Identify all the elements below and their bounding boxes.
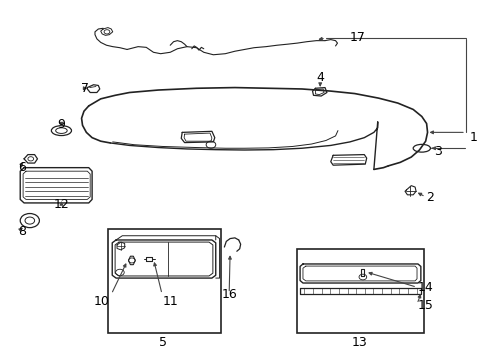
Text: 17: 17 xyxy=(349,31,365,44)
Text: 5: 5 xyxy=(159,336,167,349)
Text: 9: 9 xyxy=(58,118,65,131)
Text: 6: 6 xyxy=(18,161,26,174)
Text: 7: 7 xyxy=(81,82,88,95)
Text: 3: 3 xyxy=(433,145,441,158)
Bar xyxy=(297,249,424,333)
Bar xyxy=(108,229,220,333)
Text: 8: 8 xyxy=(18,225,26,238)
Text: 1: 1 xyxy=(469,131,477,144)
Text: 14: 14 xyxy=(417,281,433,294)
Text: 11: 11 xyxy=(163,295,179,308)
Text: 2: 2 xyxy=(425,191,433,204)
Text: 13: 13 xyxy=(351,336,366,349)
Text: 10: 10 xyxy=(93,295,109,308)
Text: 4: 4 xyxy=(316,71,324,84)
Text: 16: 16 xyxy=(221,288,237,301)
Text: 15: 15 xyxy=(417,299,433,312)
Text: 12: 12 xyxy=(54,198,69,211)
